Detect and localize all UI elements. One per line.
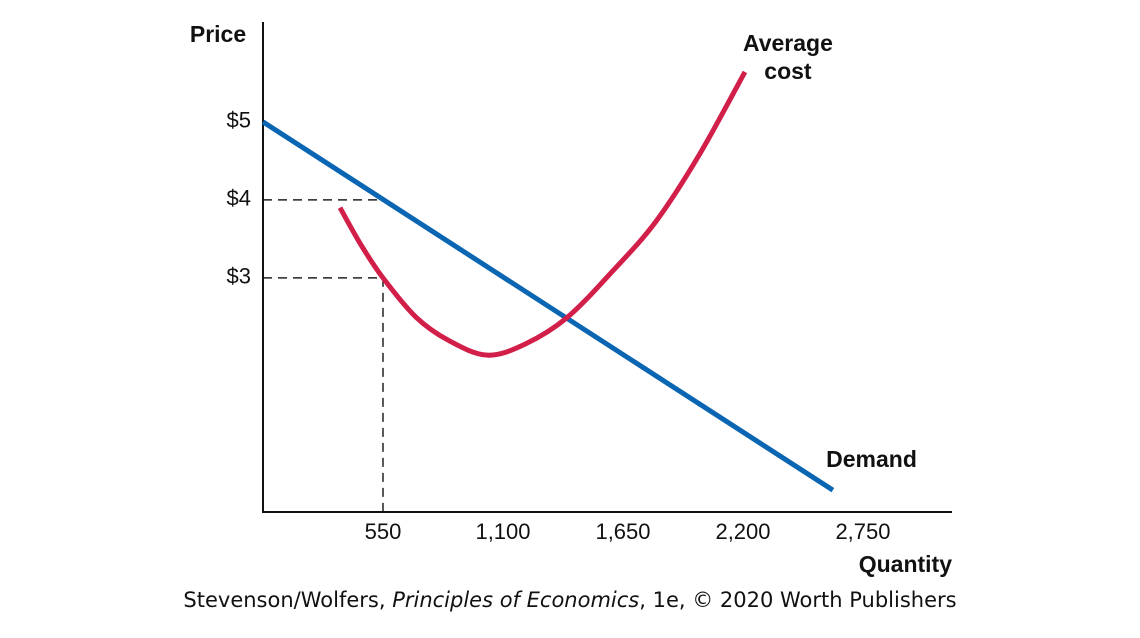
source-book: Principles of Economics (392, 588, 640, 612)
y-tick-label: $4 (227, 186, 251, 211)
series-line (261, 119, 835, 493)
series-line (337, 70, 748, 358)
x-tick-label: 1,650 (595, 519, 650, 544)
source-author: Stevenson/Wolfers, (183, 588, 393, 612)
y-tick-label: $5 (227, 108, 251, 133)
y-axis-label: Price (190, 21, 246, 47)
series-label: Demand (826, 446, 917, 472)
source-rest: , 1e, © 2020 Worth Publishers (639, 588, 957, 612)
x-tick-label: 1,100 (475, 519, 530, 544)
y-tick-label: $3 (227, 264, 251, 289)
x-tick-label: 2,200 (715, 519, 770, 544)
source: Stevenson/Wolfers, Principles of Economi… (0, 588, 1140, 612)
series-label: Average cost (743, 30, 833, 84)
x-tick-label: 550 (365, 519, 402, 544)
x-tick-label: 2,750 (835, 519, 890, 544)
x-axis-label: Quantity (859, 551, 952, 577)
